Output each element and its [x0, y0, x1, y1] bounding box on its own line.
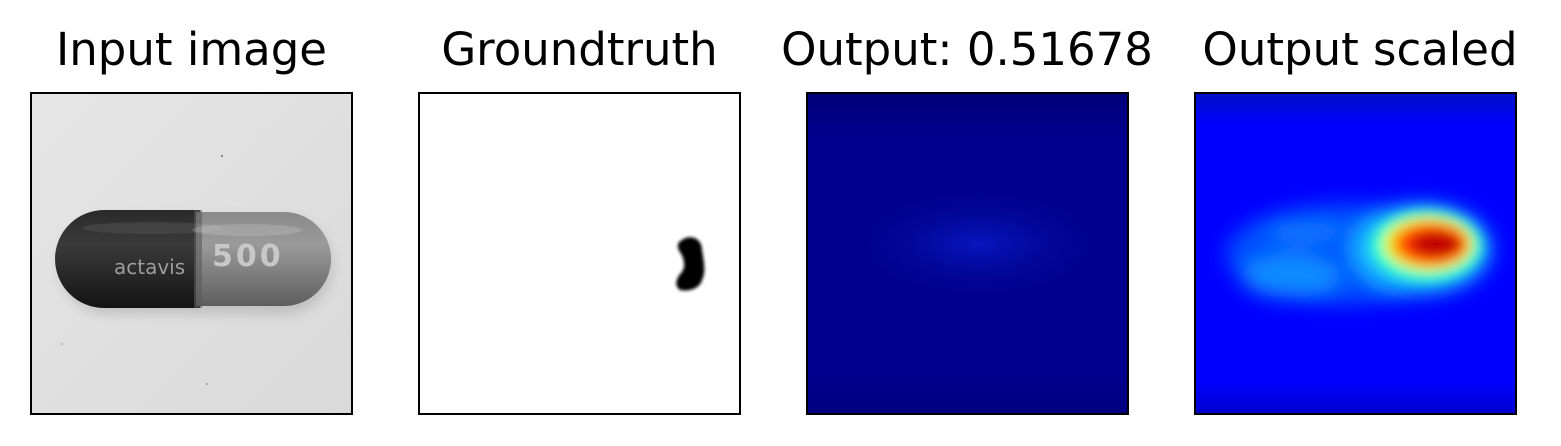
- output-panel: [806, 92, 1129, 415]
- defect-mask-region: [676, 237, 705, 291]
- groundtruth-panel: [418, 92, 741, 415]
- output-scaled-title: Output scaled: [1202, 23, 1518, 76]
- capsule-dose-text: 500: [212, 239, 284, 274]
- output-title: Output: 0.51678: [781, 23, 1153, 76]
- capsule-brand-text: actavis: [114, 255, 185, 279]
- capsule-image: actavis 500: [32, 94, 351, 413]
- output-heatmap: [808, 94, 1127, 413]
- output-scaled-panel: [1194, 92, 1517, 415]
- input-image-panel: actavis 500: [30, 92, 353, 415]
- output-scaled-heatmap: [1196, 94, 1515, 413]
- capsule-light-half: [196, 212, 331, 306]
- groundtruth-mask: [420, 94, 739, 413]
- input-image-title: Input image: [56, 23, 327, 76]
- groundtruth-title: Groundtruth: [441, 23, 718, 76]
- capsule-dark-half: [55, 210, 200, 308]
